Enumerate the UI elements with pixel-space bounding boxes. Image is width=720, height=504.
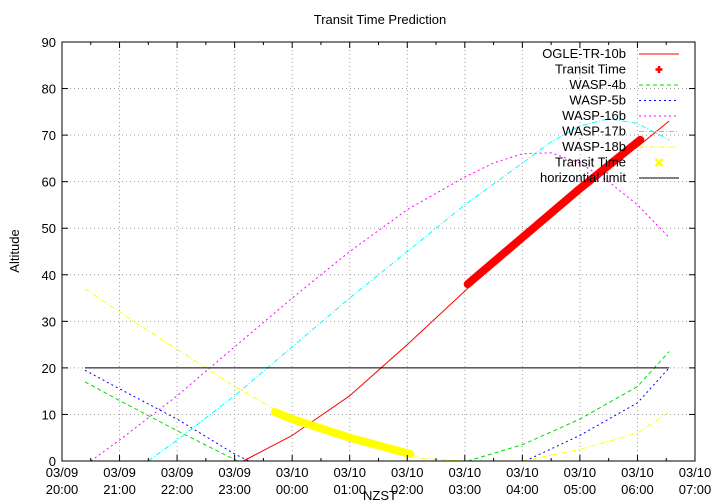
chart-title: Transit Time Prediction (314, 12, 446, 27)
y-tick-label: 80 (42, 82, 56, 97)
legend-label: WASP-18b (562, 139, 626, 154)
y-tick-label: 60 (42, 175, 56, 190)
x-tick-time: 23:00 (218, 482, 251, 497)
series-transit-time (463, 135, 645, 289)
x-tick-date: 03/10 (621, 465, 654, 480)
x-axis-label: NZST (363, 488, 397, 503)
series-wasp-17b (148, 118, 670, 462)
x-tick-time: 01:00 (333, 482, 366, 497)
x-tick-date: 03/10 (679, 465, 712, 480)
x-tick-date: 03/10 (506, 465, 539, 480)
x-tick-date: 03/09 (161, 465, 194, 480)
series-wasp-5b (84, 369, 250, 462)
x-tick-date: 03/09 (46, 465, 79, 480)
y-tick-label: 10 (42, 407, 56, 422)
y-tick-label: 50 (42, 221, 56, 236)
x-tick-time: 05:00 (564, 482, 597, 497)
series-transit-time (270, 408, 415, 458)
x-axis-ticks: 03/09 20:00 03/09 21:00 03/09 22:00 03/09 23:00… (46, 42, 712, 497)
legend-label: WASP-4b (569, 77, 626, 92)
series-wasp-18b (522, 411, 670, 462)
series-wasp-5b (524, 367, 670, 462)
x-tick-date: 03/10 (564, 465, 597, 480)
legend-cross-icon (654, 158, 664, 167)
x-tick-time: 20:00 (46, 482, 79, 497)
series-wasp-16b (90, 152, 670, 462)
legend-label: Transit Time (555, 62, 626, 77)
x-tick-date: 03/09 (218, 465, 251, 480)
x-tick-date: 03/10 (391, 465, 424, 480)
x-tick-time: 00:00 (276, 482, 309, 497)
x-tick-time: 06:00 (621, 482, 654, 497)
x-tick-time: 03:00 (449, 482, 482, 497)
x-tick-date: 03/10 (276, 465, 309, 480)
series-wasp-18b (84, 288, 465, 462)
x-tick-time: 22:00 (161, 482, 194, 497)
legend-label: WASP-16b (562, 108, 626, 123)
legend-label: horizontial limit (540, 170, 626, 185)
x-tick-time: 21:00 (103, 482, 136, 497)
legend-label: WASP-17b (562, 124, 626, 139)
y-tick-label: 40 (42, 268, 56, 283)
x-tick-date: 03/10 (449, 465, 482, 480)
series-wasp-4b (467, 351, 670, 462)
x-tick-date: 03/10 (333, 465, 366, 480)
x-tick-time: 07:00 (679, 482, 712, 497)
y-axis-label: Altitude (7, 229, 22, 272)
y-tick-label: 70 (42, 128, 56, 143)
x-tick-date: 03/09 (103, 465, 136, 480)
y-tick-label: 20 (42, 361, 56, 376)
y-tick-label: 30 (42, 314, 56, 329)
y-axis-ticks: 0 10 20 30 40 50 60 70 80 90 (42, 35, 695, 469)
series-wasp-4b (84, 381, 238, 462)
y-tick-label: 0 (49, 454, 56, 469)
y-tick-label: 90 (42, 35, 56, 50)
legend-label: OGLE-TR-10b (542, 46, 626, 61)
legend-label: WASP-5b (569, 93, 626, 108)
x-tick-time: 02:00 (391, 482, 424, 497)
legend-label: Transit Time (555, 155, 626, 170)
plot-series (84, 118, 670, 462)
x-tick-time: 04:00 (506, 482, 539, 497)
